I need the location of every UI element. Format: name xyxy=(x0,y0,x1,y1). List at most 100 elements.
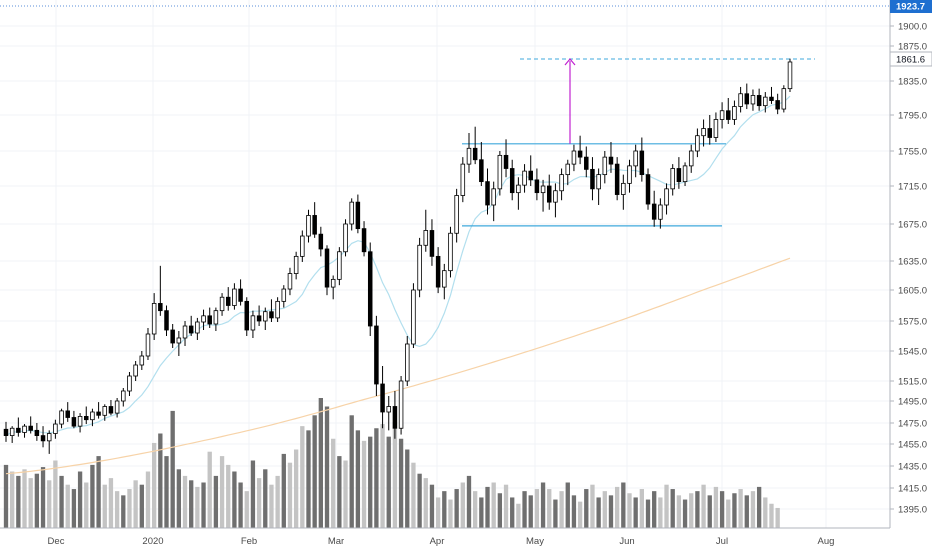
volume-bar xyxy=(102,484,107,528)
volume-bar xyxy=(676,495,682,528)
volume-bar xyxy=(293,449,299,528)
volume-bar xyxy=(652,491,657,528)
date-tick-label: 2020 xyxy=(142,536,163,547)
volume-bar xyxy=(750,491,756,528)
volume-bar xyxy=(226,464,231,528)
price-tick-label: 1875.0 xyxy=(898,42,927,53)
candle-body xyxy=(707,128,712,138)
candle-body xyxy=(380,383,385,413)
volume-bar xyxy=(442,491,447,528)
candle-body xyxy=(201,315,206,323)
candle-body xyxy=(16,427,21,433)
volume-bar xyxy=(454,489,459,528)
candle-body xyxy=(306,215,311,237)
high-price-badge-label: 1923.7 xyxy=(896,2,925,13)
volume-bar xyxy=(744,495,749,528)
volume-bar xyxy=(28,478,33,528)
price-tick-label: 1675.0 xyxy=(898,220,927,231)
candle-body xyxy=(349,201,354,225)
candle-body xyxy=(442,270,447,288)
candle-body xyxy=(108,406,114,414)
volume-bar xyxy=(485,486,490,528)
candle-body xyxy=(337,251,342,280)
candle-body xyxy=(472,147,478,161)
candle-body xyxy=(769,96,774,101)
date-tick-label: Mar xyxy=(328,536,344,547)
volume-bar xyxy=(590,484,595,528)
candle-body xyxy=(139,355,145,366)
volume-bar xyxy=(287,462,293,528)
volume-bar xyxy=(250,460,256,528)
candle-body xyxy=(219,296,225,312)
volume-bar xyxy=(491,482,496,528)
candle-body xyxy=(491,188,496,206)
volume-bar xyxy=(719,491,725,528)
price-tick-label: 1900.0 xyxy=(898,22,927,33)
volume-bar xyxy=(22,469,27,528)
volume-bar xyxy=(473,491,478,528)
annotations xyxy=(462,58,815,227)
candle-body xyxy=(59,410,64,425)
candle-body xyxy=(22,425,27,433)
volume-bar xyxy=(695,491,700,528)
candle-body xyxy=(84,415,89,421)
volume-bar xyxy=(331,438,336,528)
candle-body xyxy=(682,165,688,183)
volume-bar xyxy=(349,415,354,528)
candle-body xyxy=(719,110,725,120)
candle-body xyxy=(151,303,157,335)
volume-bar xyxy=(386,436,391,528)
candle-body xyxy=(343,223,348,253)
candle-body xyxy=(367,251,373,327)
volume-bar xyxy=(553,499,558,528)
date-tick-label: Aug xyxy=(818,536,835,547)
candle-body xyxy=(281,288,287,302)
candle-body xyxy=(386,406,391,413)
candle-body xyxy=(53,423,58,434)
candle-body xyxy=(695,135,700,152)
volume-bar xyxy=(3,464,9,528)
candle-body xyxy=(701,128,706,137)
candle-body xyxy=(738,93,743,107)
volume-bar xyxy=(392,421,398,528)
volume-bar xyxy=(53,460,58,528)
candle-body xyxy=(553,190,558,203)
candle-body xyxy=(627,165,632,184)
volume-bar xyxy=(238,482,243,528)
candle-body xyxy=(688,150,694,167)
high-price-badge xyxy=(890,0,932,13)
candle-body xyxy=(571,150,577,165)
candle-body xyxy=(207,315,212,325)
volume-bar xyxy=(713,486,719,528)
candles xyxy=(3,58,793,454)
volume-bar xyxy=(534,489,540,528)
candle-body xyxy=(651,203,657,220)
volume-bar xyxy=(417,473,422,528)
candle-body xyxy=(448,232,453,272)
candle-body xyxy=(497,154,503,190)
volume-bar xyxy=(577,501,583,528)
candle-body xyxy=(3,428,9,436)
candle-body xyxy=(781,88,787,110)
candle-body xyxy=(645,174,651,205)
volume-bar xyxy=(701,484,706,528)
price-tick-label: 1475.0 xyxy=(898,419,927,430)
volume-bar xyxy=(90,464,95,528)
volume-bar xyxy=(244,491,249,528)
candle-body xyxy=(238,288,243,302)
candle-body xyxy=(361,228,367,253)
price-tick-label: 1715.0 xyxy=(898,182,927,193)
candle-body xyxy=(182,325,188,339)
price-tick-label: 1635.0 xyxy=(898,257,927,268)
volume-bar xyxy=(584,489,589,528)
volume-bar xyxy=(658,497,663,528)
short-moving-average-line xyxy=(5,95,791,437)
candle-body xyxy=(639,150,645,176)
volume-bar xyxy=(726,499,731,528)
volume-bar xyxy=(670,489,675,528)
date-tick-label: Apr xyxy=(430,536,445,547)
candle-body xyxy=(405,343,410,382)
candle-body xyxy=(775,100,780,110)
